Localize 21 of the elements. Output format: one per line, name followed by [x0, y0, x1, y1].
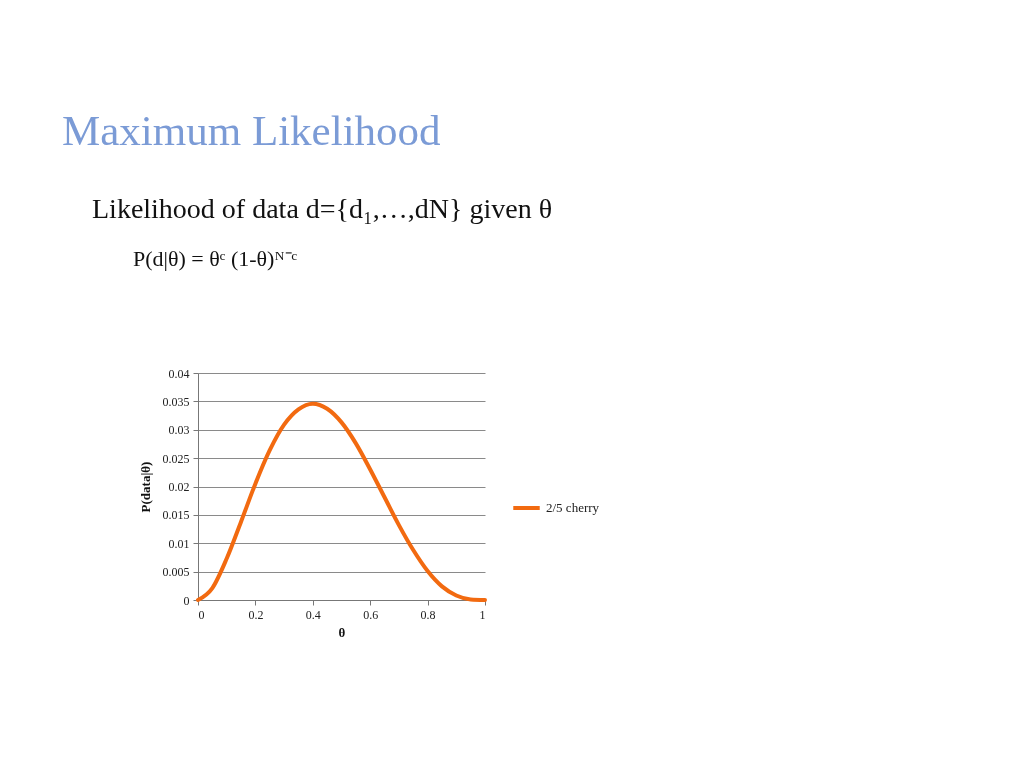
y-tick-label: 0.01: [168, 536, 190, 551]
y-tick-label: 0.035: [162, 394, 190, 409]
legend-label: 2/5 cherry: [546, 500, 600, 515]
y-axis-title: P(data|θ): [137, 461, 153, 513]
x-tick-label: 0: [198, 607, 205, 622]
x-tick-label: 0.4: [305, 607, 321, 622]
y-tick-label: 0.02: [168, 480, 190, 494]
x-tick-label: 1: [479, 607, 486, 622]
y-tick-label: 0.005: [162, 565, 190, 580]
x-axis-title: θ: [338, 624, 346, 640]
x-tick-label: 0.6: [363, 607, 379, 622]
chart-title: Maximum Likelihood: [62, 107, 441, 154]
y-tick-label: 0.03: [168, 423, 190, 438]
text: Likelihood of data d={d₁,…,dN} given θ: [92, 193, 553, 224]
y-tick-label: 0: [183, 593, 190, 608]
x-tick-label: 0.8: [420, 607, 436, 622]
y-tick-label: 0.025: [162, 451, 190, 466]
x-tick-label: 0.2: [248, 607, 264, 622]
y-tick-label: 0.015: [162, 508, 190, 523]
y-tick-label: 0.04: [168, 366, 190, 381]
text: P(d|θ) = θᶜ (1-θ)ᴺ⁻ᶜ: [133, 246, 298, 271]
